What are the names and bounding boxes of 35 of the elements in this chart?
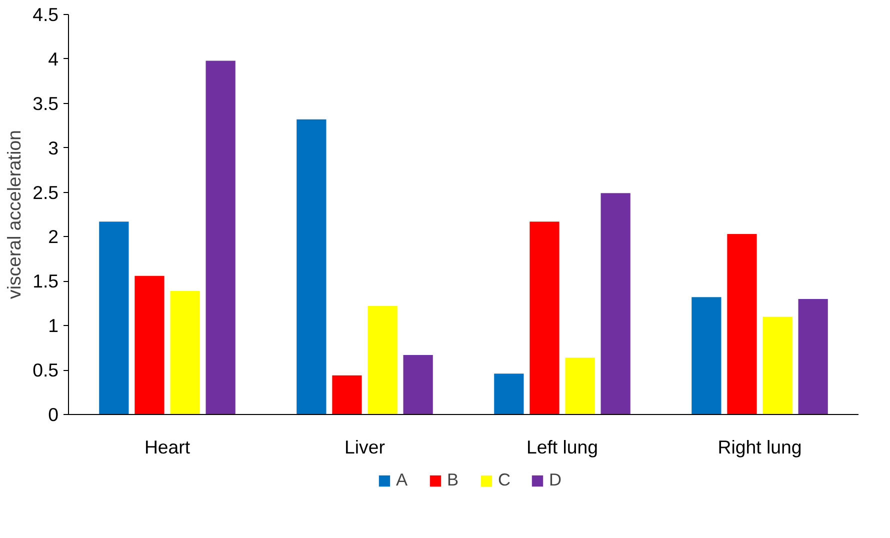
bar — [206, 60, 236, 414]
bar — [134, 276, 164, 414]
y-tick-label: 2 — [48, 226, 59, 248]
x-tick-label: Left lung — [526, 436, 598, 458]
bar — [727, 234, 757, 414]
bar — [494, 374, 524, 414]
y-tick-label: 4 — [48, 48, 59, 70]
bar — [368, 306, 398, 414]
y-tick-label: 1 — [48, 315, 59, 336]
legend-label: A — [396, 470, 409, 490]
bar — [403, 354, 433, 414]
bar — [762, 316, 792, 414]
y-tick-label: 0 — [48, 404, 59, 425]
bar — [692, 297, 722, 414]
legend-label: B — [447, 470, 460, 490]
bar — [798, 298, 828, 414]
y-tick-label: 1.5 — [32, 270, 59, 292]
legend-label: D — [549, 470, 563, 490]
y-tick-label: 4.5 — [32, 4, 59, 25]
x-tick-label: Liver — [344, 436, 385, 458]
bar — [296, 119, 326, 414]
y-tick-label: 0.5 — [32, 360, 59, 381]
bar — [565, 358, 595, 414]
x-tick-label: Right lung — [718, 436, 802, 458]
bar — [99, 222, 129, 414]
bar — [600, 193, 630, 414]
y-tick-label: 2.5 — [32, 182, 59, 203]
bar — [170, 290, 200, 414]
y-tick-label: 3 — [48, 137, 59, 158]
y-axis-title: visceral acceleration — [4, 130, 25, 300]
bar — [332, 375, 362, 414]
legend-label: C — [498, 470, 512, 490]
y-tick-label: 3.5 — [32, 92, 59, 114]
bar — [530, 222, 560, 414]
x-tick-label: Heart — [144, 436, 191, 458]
